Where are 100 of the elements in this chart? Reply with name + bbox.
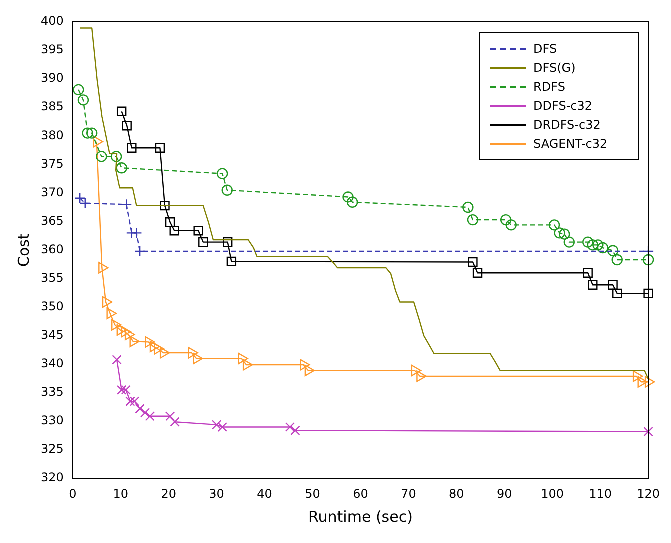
y-tick-label: 380	[41, 128, 64, 142]
point	[165, 412, 176, 422]
point	[116, 106, 127, 116]
y-tick-label: 325	[41, 442, 64, 456]
y-axis-title: Cost	[14, 234, 33, 267]
point	[559, 228, 570, 240]
point	[112, 319, 122, 331]
point	[644, 426, 654, 437]
y-tick-label: 330	[41, 414, 64, 428]
point	[140, 408, 150, 418]
y-tick-label: 400	[41, 14, 64, 28]
x-tick-label: 40	[257, 486, 272, 501]
y-tick-label: 350	[41, 300, 64, 314]
legend-label: DDFS-c32	[534, 98, 594, 112]
point	[155, 143, 166, 153]
legend-label: SAGENT-c32	[534, 136, 609, 150]
point	[500, 214, 512, 226]
point	[112, 355, 122, 365]
point	[126, 396, 136, 406]
point	[170, 417, 180, 427]
y-tick-label: 370	[41, 185, 64, 200]
point	[198, 237, 208, 248]
point	[122, 121, 132, 131]
point	[160, 200, 170, 211]
point	[106, 308, 117, 320]
y-tick-label: 345	[41, 328, 64, 342]
y-tick-label: 355	[41, 270, 64, 285]
x-tick-label: 90	[496, 486, 512, 501]
y-tick-label: 360	[41, 242, 64, 256]
x-tick-label: 20	[161, 486, 176, 501]
x-axis-title: Runtime (sec)	[308, 508, 413, 526]
point	[346, 196, 358, 208]
point	[73, 84, 84, 96]
point	[145, 412, 155, 422]
point	[638, 376, 648, 388]
point	[130, 336, 140, 348]
x-tick-label: 0	[69, 486, 77, 501]
point	[587, 240, 599, 251]
point	[597, 242, 609, 254]
point	[583, 268, 593, 278]
point	[154, 343, 164, 355]
legend-label: DFS(G)	[534, 60, 577, 74]
point	[242, 359, 254, 371]
legend-label: RDFS	[534, 80, 566, 94]
point	[124, 328, 136, 341]
y-tick-label: 390	[41, 71, 64, 86]
point	[290, 426, 300, 436]
x-tick-label: 70	[401, 486, 416, 501]
point	[607, 245, 619, 256]
point	[468, 257, 478, 268]
point	[193, 352, 204, 365]
point	[238, 352, 248, 365]
point	[216, 168, 228, 180]
x-tick-label: 100	[541, 486, 564, 501]
x-tick-label: 120	[637, 486, 660, 501]
point	[548, 220, 560, 231]
point	[612, 288, 622, 299]
point	[554, 228, 566, 239]
point	[564, 236, 575, 248]
point	[96, 151, 108, 162]
point	[223, 237, 233, 248]
point	[644, 376, 656, 388]
point	[212, 420, 222, 430]
point	[98, 262, 109, 274]
legend-label: DRDFS-c32	[534, 118, 602, 132]
point	[467, 214, 479, 226]
point	[194, 226, 204, 236]
point	[121, 326, 132, 338]
point	[78, 94, 90, 106]
point	[160, 347, 170, 359]
point	[82, 128, 94, 139]
point	[588, 280, 598, 290]
point	[411, 364, 422, 377]
point	[131, 228, 142, 239]
y-tick-label: 365	[41, 214, 64, 228]
point	[608, 280, 618, 290]
x-tick-label: 50	[305, 486, 320, 501]
x-tick-label: 110	[589, 486, 612, 501]
point	[462, 202, 474, 214]
y-tick-label: 320	[41, 470, 64, 485]
x-tick-label: 80	[449, 486, 464, 501]
point	[145, 336, 156, 348]
point	[116, 324, 127, 336]
point	[592, 240, 604, 251]
point	[300, 359, 310, 371]
point	[116, 162, 128, 174]
point	[134, 246, 146, 258]
point	[342, 192, 354, 203]
point	[121, 199, 132, 210]
point	[304, 364, 316, 377]
point	[582, 236, 594, 248]
y-tick-label: 395	[41, 42, 64, 57]
point	[472, 268, 483, 278]
point	[135, 404, 145, 414]
point	[612, 254, 623, 266]
point	[86, 128, 98, 139]
point	[644, 288, 654, 299]
point	[116, 385, 127, 395]
point	[165, 217, 176, 228]
point	[226, 256, 237, 267]
